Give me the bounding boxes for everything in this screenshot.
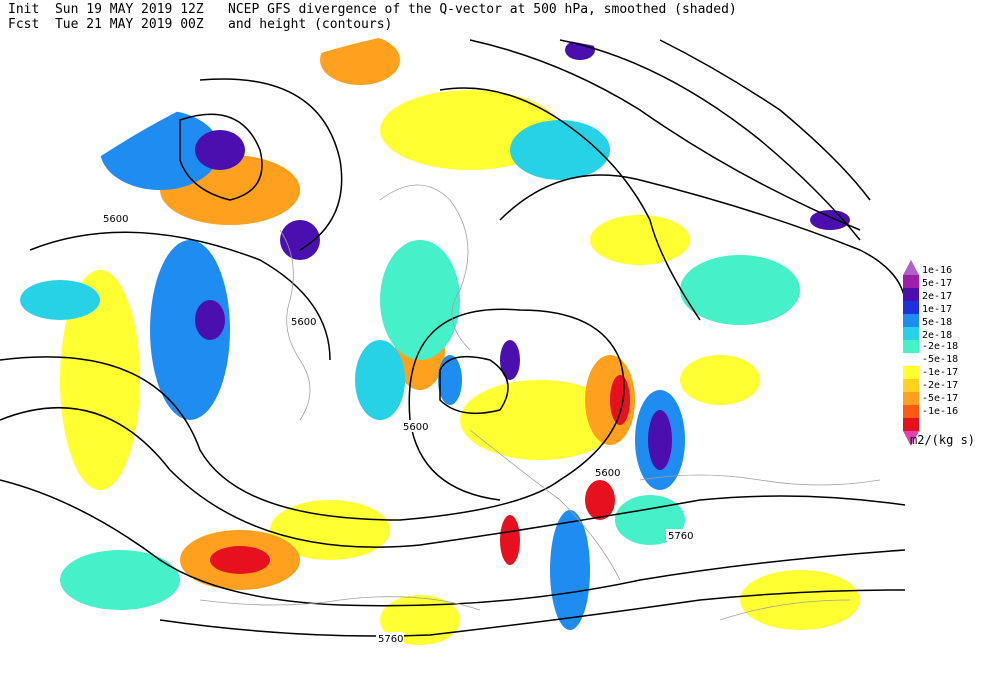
- init-time: Sun 19 MAY 2019 12Z: [54, 2, 204, 17]
- contour-label: 5600: [103, 214, 128, 225]
- colorbar-swatch: [903, 288, 919, 301]
- colorbar-swatch: [903, 301, 919, 314]
- title-line-1: NCEP GFS divergence of the Q-vector at 5…: [228, 2, 737, 17]
- colorbar-level: -5e-17: [922, 393, 959, 404]
- colorbar-top-arrow: [903, 260, 919, 275]
- colorbar-swatch: [903, 275, 919, 288]
- colorbar-swatch: [903, 418, 919, 431]
- colorbar-level: -1e-17: [922, 367, 959, 378]
- colorbar-swatch: [903, 327, 919, 340]
- contour-label: 5600: [595, 468, 620, 479]
- title-line-2: and height (contours): [228, 17, 393, 32]
- colorbar-swatch: [903, 392, 919, 405]
- colorbar-level: -2e-18: [922, 341, 959, 352]
- coastlines: [199, 184, 881, 621]
- colorbar-level: 5e-18: [922, 317, 953, 328]
- colorbar-swatch: [903, 314, 919, 327]
- colorbar-swatch: [903, 353, 919, 366]
- contour-label: 5600: [291, 317, 316, 328]
- colorbar-level: 1e-17: [922, 304, 953, 315]
- colorbar-swatch: [903, 379, 919, 392]
- colorbar: [903, 260, 919, 446]
- colorbar-level: -1e-16: [922, 406, 959, 417]
- contour-label: 5760: [378, 634, 403, 645]
- colorbar-level: 2e-17: [922, 291, 953, 302]
- colorbar-level: -2e-17: [922, 380, 959, 391]
- colorbar-swatch: [903, 366, 919, 379]
- contour-label: 5760: [668, 531, 693, 542]
- height-contours: [0, 39, 906, 637]
- fcst-line: Fcst Tue 21 MAY 2019 00Z: [8, 17, 204, 32]
- init-label: Init: [8, 2, 40, 17]
- colorbar-bottom-arrow: [903, 431, 919, 446]
- colorbar-level: 5e-17: [922, 278, 953, 289]
- init-line: Init Sun 19 MAY 2019 12Z: [8, 2, 204, 17]
- colorbar-level: -5e-18: [922, 354, 959, 365]
- colorbar-swatch: [903, 340, 919, 353]
- colorbar-swatch: [903, 405, 919, 418]
- units-label: m2/(kg s): [910, 433, 976, 447]
- colorbar-level: 1e-16: [922, 265, 953, 276]
- contour-label: 5600: [403, 422, 428, 433]
- fcst-label: Fcst: [8, 17, 40, 32]
- colorbar-level: 2e-18: [922, 330, 953, 341]
- fcst-time: Tue 21 MAY 2019 00Z: [54, 17, 204, 32]
